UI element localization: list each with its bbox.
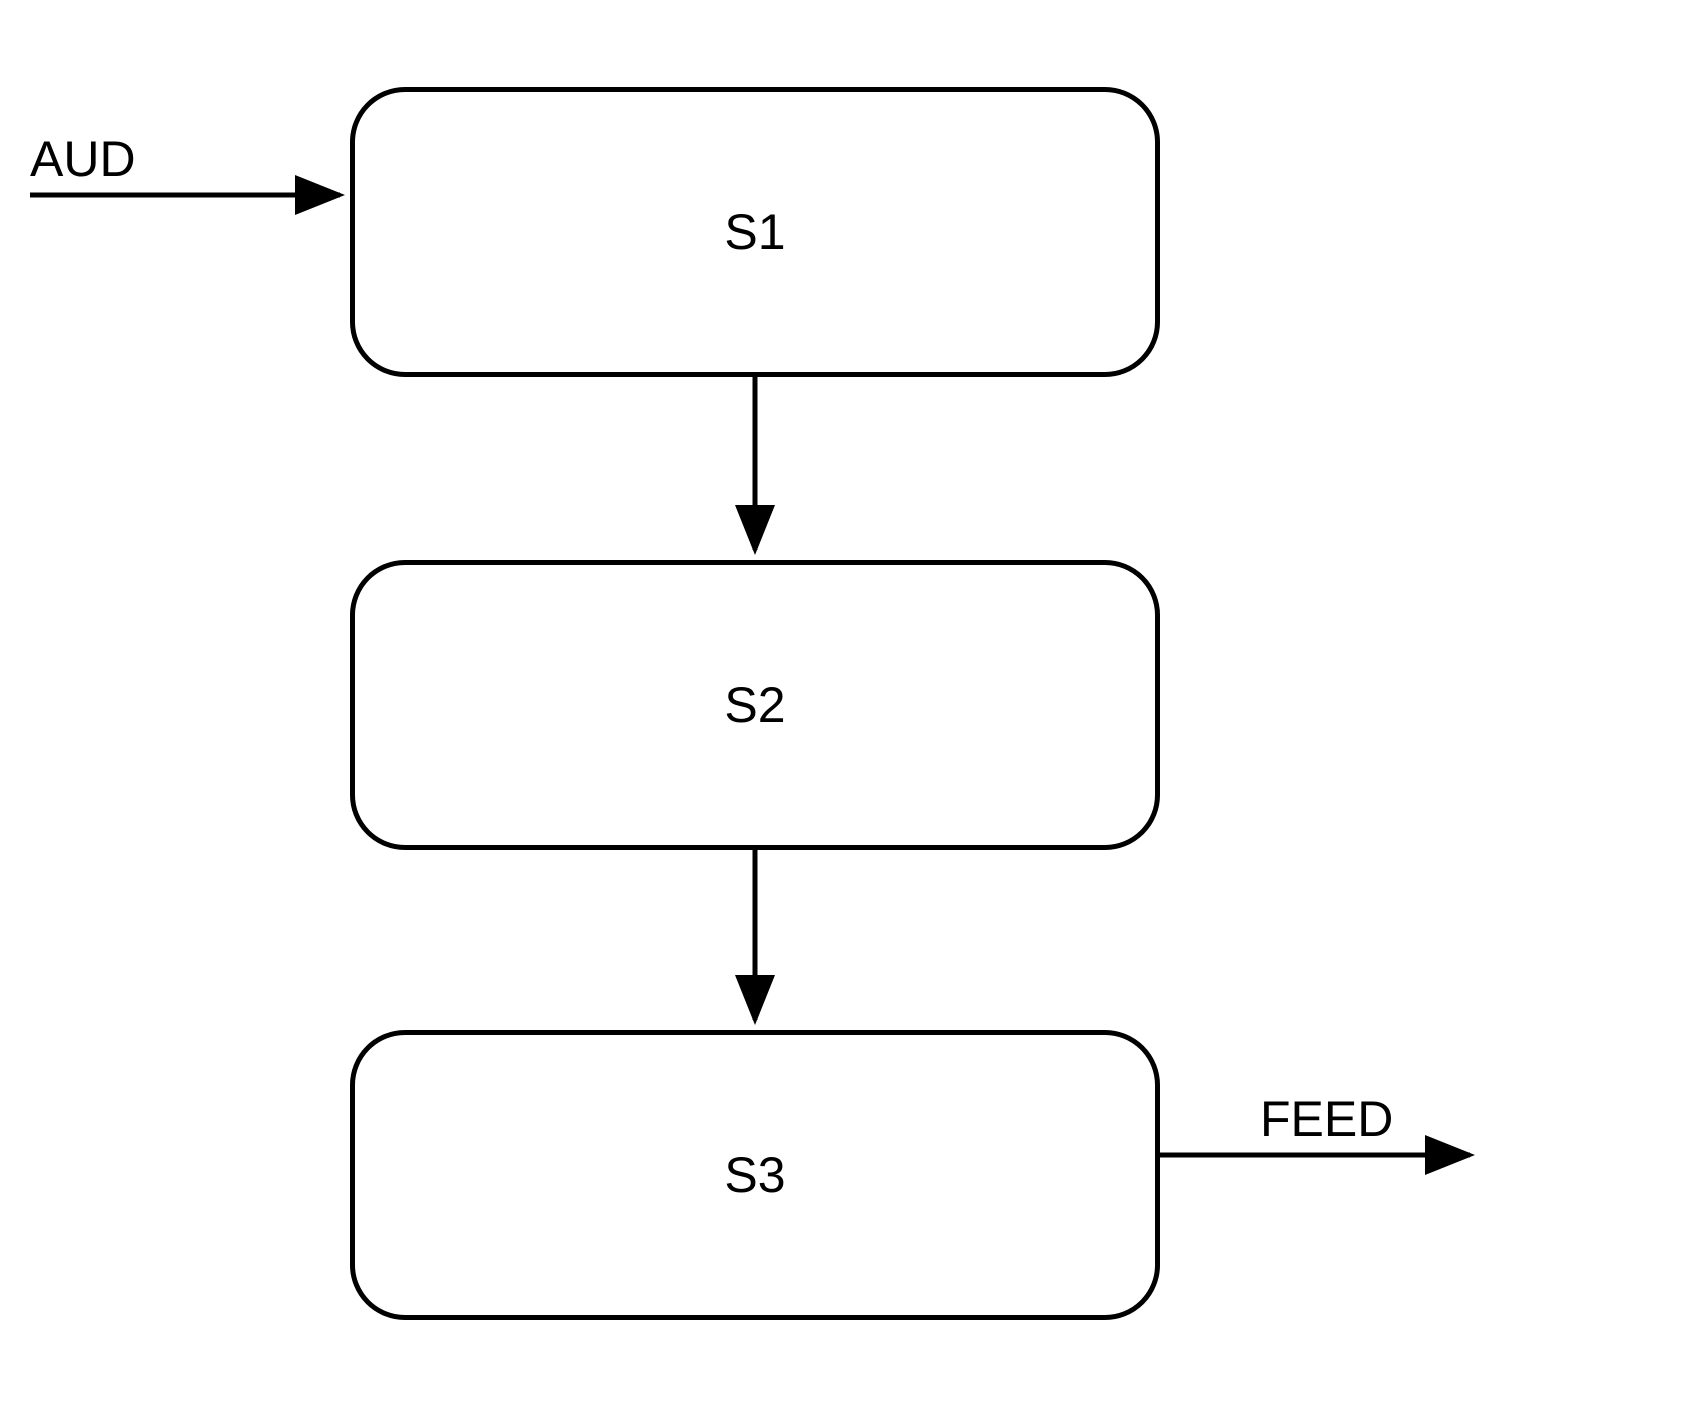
arrow-s3-to-feed (0, 0, 1695, 1407)
